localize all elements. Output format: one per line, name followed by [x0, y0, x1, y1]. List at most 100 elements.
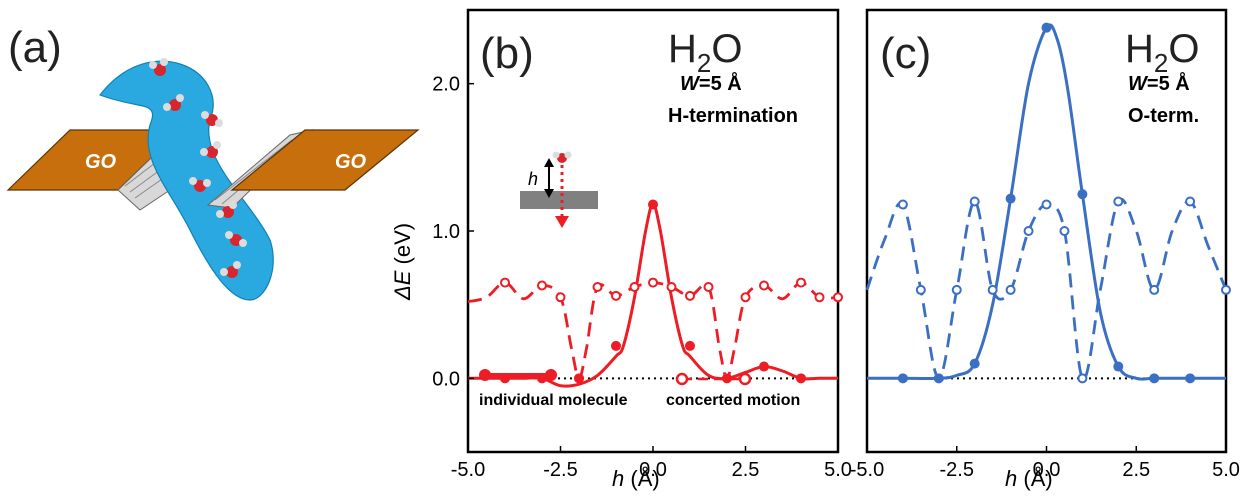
data-point-concerted-motion	[500, 277, 510, 288]
data-point-individual-molecule	[796, 373, 806, 384]
series-line-concerted-motion	[467, 281, 839, 380]
inset-h-label: h	[528, 169, 538, 189]
x-axis-label-c: h (Å)	[1005, 466, 1053, 491]
inset-arrow-up	[544, 158, 554, 167]
axis-ticks-c: -5.0 -2.5 0.0 2.5 5.0	[850, 446, 1240, 481]
x-tick-label: 2.5	[732, 459, 760, 481]
panel-c-label: (c)	[880, 29, 931, 78]
data-point-concerted-motion	[1041, 199, 1052, 210]
x-tick-label: 0.0	[639, 459, 667, 481]
x-axis-label-b: h (Å)	[612, 466, 660, 491]
annotation-width-b: W=5 Å	[680, 71, 742, 95]
plot-area-c	[865, 22, 1231, 384]
x-tick-label: -2.5	[940, 459, 974, 481]
data-point-concerted-motion	[1005, 284, 1016, 295]
data-point-individual-molecule	[1077, 189, 1088, 200]
inset-path-arrow	[555, 216, 569, 228]
y-tick-label: 2.0	[432, 74, 460, 96]
water-molecule	[163, 94, 184, 111]
panel-b-label: (b)	[480, 29, 534, 78]
data-point-concerted-motion	[1077, 373, 1088, 384]
data-point-concerted-motion	[1185, 196, 1196, 207]
water-molecule	[149, 58, 168, 76]
data-point-concerted-motion	[915, 284, 926, 295]
data-point-concerted-motion	[987, 284, 998, 295]
x-tick-label: -5.0	[850, 459, 884, 481]
panel-b: -5.0 -2.5 0.0 2.5 5.0 0.0 1.0 2.0 (b) H2O W=5 Å…	[390, 8, 852, 491]
x-tick-label: 5.0	[1212, 459, 1240, 481]
data-point-concerted-motion	[1149, 284, 1160, 295]
data-point-concerted-motion	[629, 281, 640, 292]
data-point-individual-molecule	[1005, 193, 1016, 204]
data-point-concerted-motion	[814, 292, 825, 303]
water-molecules	[149, 58, 247, 278]
legend-marker-individual	[479, 369, 491, 381]
data-point-individual-molecule	[897, 373, 908, 384]
data-point-individual-molecule	[969, 358, 980, 369]
data-point-individual-molecule	[759, 361, 769, 372]
go-label-left: GO	[85, 151, 117, 173]
annotation-width-c: W=5 Å	[1128, 71, 1190, 95]
annotation-termination-b: H-termination	[668, 105, 798, 127]
water-molecule	[200, 141, 221, 158]
data-point-concerted-motion	[897, 199, 908, 210]
legend-marker-individual-2	[545, 369, 557, 381]
legend: individual molecule concerted motion	[479, 369, 800, 409]
data-point-individual-molecule	[1185, 373, 1196, 384]
data-point-concerted-motion	[666, 281, 677, 292]
chart-title-c: H2O	[1125, 27, 1199, 78]
data-point-concerted-motion	[1221, 284, 1231, 295]
panel-a: (a) GO GO	[6, 23, 420, 301]
axis-ticks-b: -5.0 -2.5 0.0 2.5 5.0 0.0 1.0 2.0	[432, 74, 852, 481]
water-molecule	[220, 261, 241, 278]
inset-schematic: h	[520, 151, 598, 228]
panel-c: -5.0 -2.5 0.0 2.5 5.0 (c) H2O W=5 Å O-term. …	[850, 8, 1240, 491]
data-point-concerted-motion	[685, 290, 695, 301]
data-point-individual-molecule	[1041, 22, 1052, 33]
data-point-concerted-motion	[1023, 226, 1034, 236]
chart-title-b: H2O	[668, 27, 742, 78]
water-molecule	[189, 177, 211, 192]
y-tick-label: 1.0	[432, 221, 460, 243]
legend-label-individual: individual molecule	[479, 392, 628, 409]
data-point-individual-molecule	[1113, 361, 1124, 372]
water-molecule	[216, 201, 237, 218]
data-point-concerted-motion	[833, 292, 843, 303]
data-point-individual-molecule	[1149, 373, 1160, 384]
data-point-individual-molecule	[648, 199, 658, 210]
x-tick-label: 0.0	[1033, 459, 1061, 481]
legend-marker-concerted	[675, 372, 689, 386]
annotation-termination-c: O-term.	[1128, 105, 1199, 127]
plot-area-b	[467, 199, 843, 388]
data-point-concerted-motion	[951, 284, 962, 295]
inset-arrow-down	[544, 189, 554, 198]
data-point-concerted-motion	[796, 277, 806, 288]
data-point-concerted-motion	[555, 292, 566, 303]
x-tick-label: -2.5	[543, 459, 577, 481]
data-point-concerted-motion	[537, 280, 547, 291]
data-point-concerted-motion	[648, 277, 658, 288]
series-line-individual-molecule	[867, 23, 1226, 381]
legend-label-concerted: concerted motion	[666, 392, 800, 409]
water-molecule	[201, 111, 223, 127]
water-molecule	[225, 231, 247, 247]
legend-marker-concerted-2	[738, 372, 752, 386]
data-point-concerted-motion	[759, 280, 769, 291]
water-channel-ribbon	[99, 60, 274, 301]
go-sheet-right	[230, 129, 420, 191]
y-axis-label: ΔE (eV)	[390, 223, 415, 301]
x-tick-label: 2.5	[1122, 459, 1150, 481]
panel-a-label: (a)	[8, 23, 62, 72]
x-tick-label: -5.0	[451, 459, 485, 481]
inset-water-molecule	[552, 151, 572, 163]
go-label-right: GO	[335, 151, 367, 173]
inset-sheet	[520, 191, 598, 209]
data-point-concerted-motion	[1113, 196, 1124, 207]
data-point-concerted-motion	[611, 290, 621, 301]
data-point-individual-molecule	[685, 340, 695, 351]
data-point-concerted-motion	[1059, 226, 1070, 236]
data-point-individual-molecule	[611, 340, 621, 351]
data-point-concerted-motion	[740, 292, 751, 303]
data-point-concerted-motion	[969, 196, 980, 207]
